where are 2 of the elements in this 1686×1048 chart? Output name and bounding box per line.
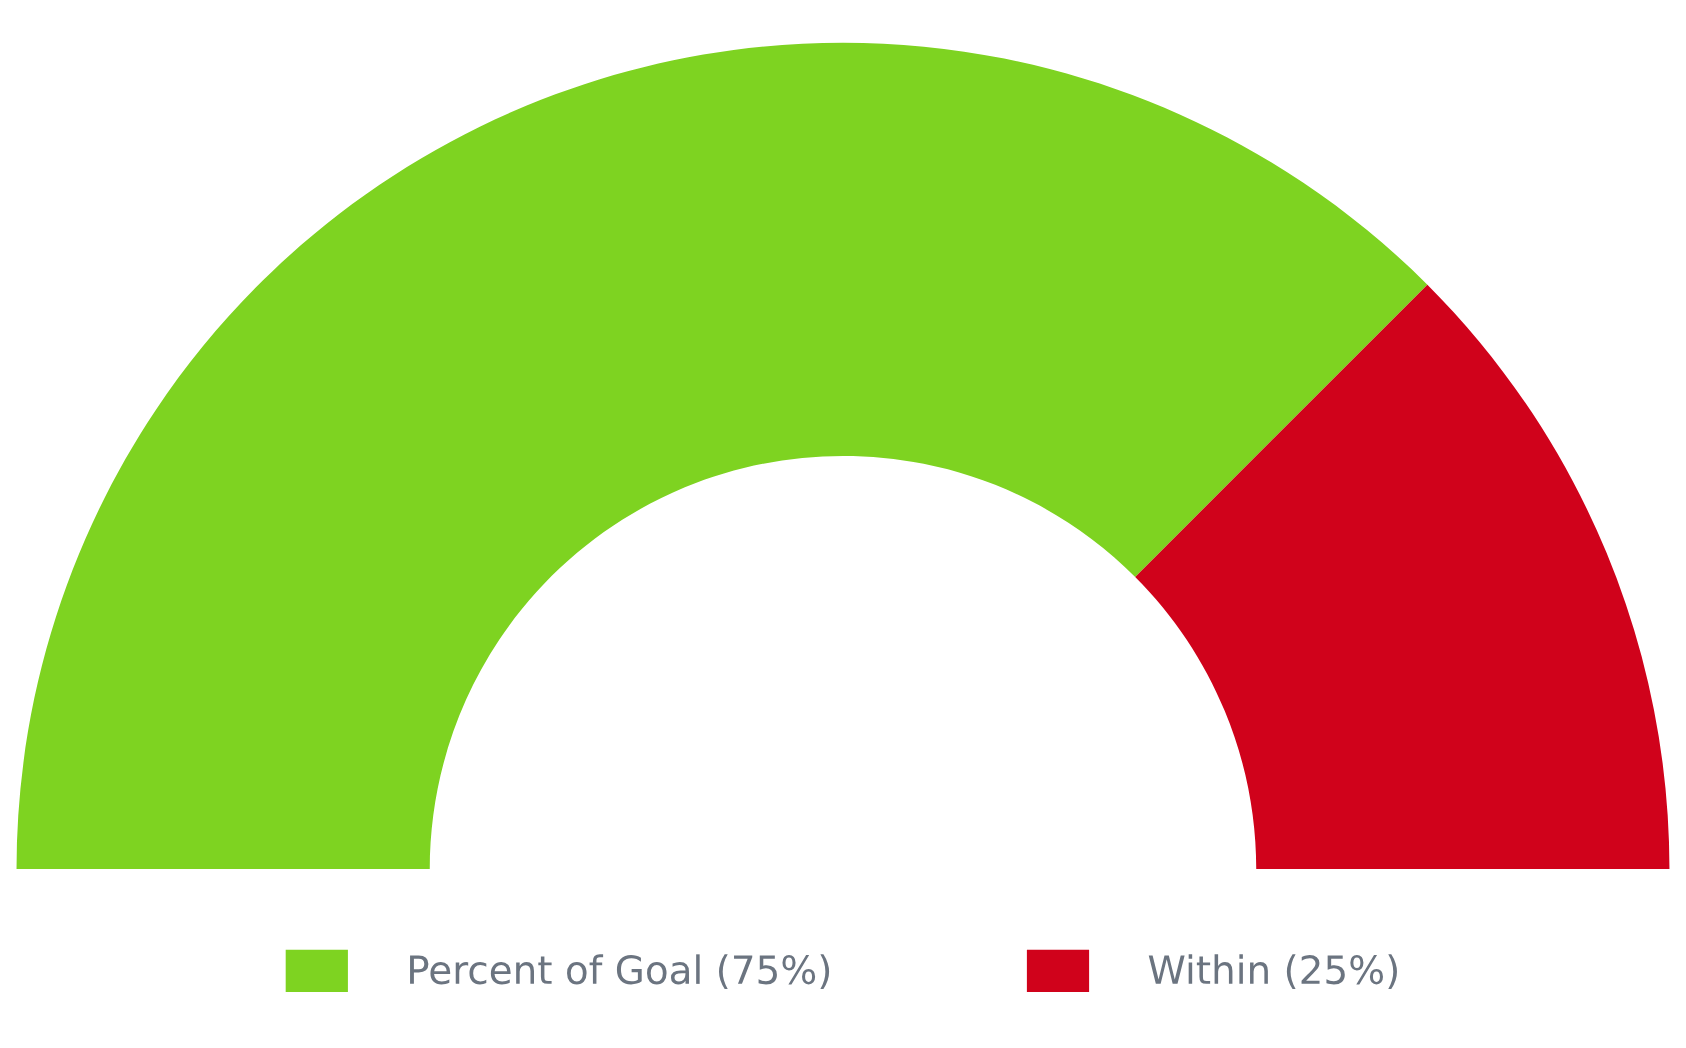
legend-label: Within (25%) xyxy=(1148,954,1397,989)
legend-label: Percent of Goal (75%) xyxy=(410,954,830,989)
